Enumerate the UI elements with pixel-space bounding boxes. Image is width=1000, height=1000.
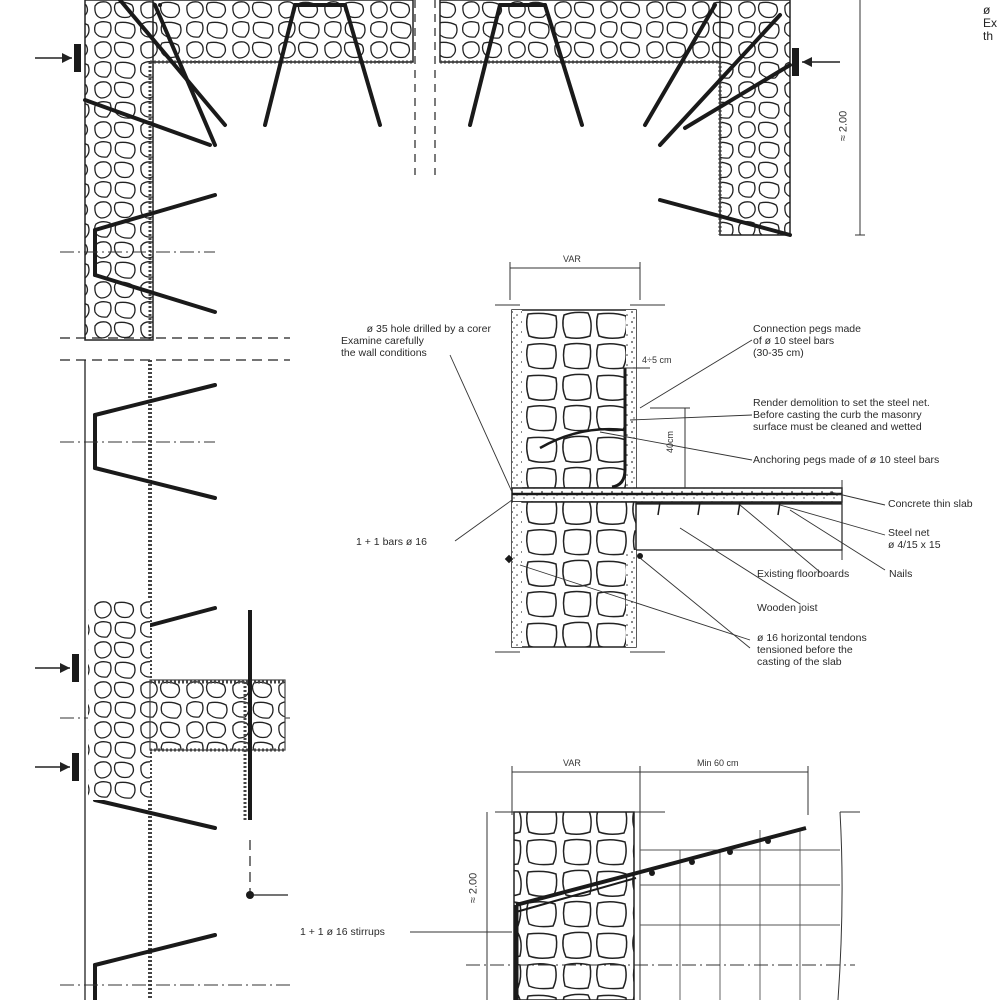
tendon-arrow-left-mid1 — [35, 654, 79, 682]
label-wooden-joist: Wooden joist — [757, 602, 818, 614]
label-hole-drilled: ø 35 hole drilled by a corer Examine car… — [341, 323, 491, 359]
dim-var-bottom: VAR — [563, 758, 581, 768]
label-connection-pegs: Connection pegs made of ø 10 steel bars … — [753, 323, 861, 359]
dim-4-5cm: 4÷5 cm — [642, 355, 672, 365]
label-concrete-slab: Concrete thin slab — [888, 498, 973, 510]
label-bars-16: 1 + 1 bars ø 16 — [356, 536, 427, 548]
label-render-demolition: Render demolition to set the steel net. … — [753, 397, 930, 433]
label-stirrups: 1 + 1 ø 16 stirrups — [300, 926, 385, 938]
curb-section-detail — [449, 262, 886, 653]
dim-height-top: ≈ 2.00 — [837, 110, 850, 142]
dim-height-bottom: ≈ 2.00 — [467, 872, 480, 904]
anchor-bars-top-left — [83, 0, 382, 314]
cut-text-block: ø Ex th — [983, 4, 997, 43]
dim-var-top: VAR — [563, 254, 581, 264]
label-steel-net: Steel net ø 4/15 x 15 — [888, 527, 941, 551]
label-existing-floorboards: Existing floorboards — [757, 568, 850, 580]
cut-text-line-1: ø — [983, 3, 991, 17]
cut-text-line-2: Ex — [983, 16, 998, 30]
top-plan-detail — [35, 0, 865, 361]
wall-tie-section-detail — [410, 766, 860, 1000]
dim-min-60: Min 60 cm — [697, 758, 739, 768]
leader-lines-mid — [449, 339, 886, 649]
label-tendons: ø 16 horizontal tendons tensioned before… — [757, 632, 867, 668]
label-nails: Nails — [889, 568, 913, 580]
left-wall-strip — [35, 360, 290, 1000]
dim-40cm: 40cm — [665, 430, 676, 454]
label-anchoring-pegs: Anchoring pegs made of ø 10 steel bars — [753, 454, 940, 466]
cut-text-line-3: th — [983, 29, 994, 43]
tendon-arrow-right-top — [792, 48, 840, 76]
tendon-arrow-left-top — [35, 44, 81, 72]
anchor-bars-top-right — [468, 3, 792, 237]
tendon-arrow-left-mid2 — [35, 753, 79, 781]
